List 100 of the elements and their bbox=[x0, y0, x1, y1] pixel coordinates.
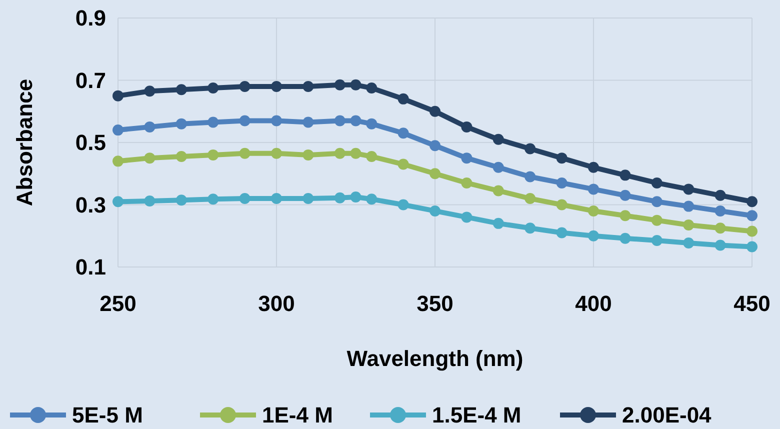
point bbox=[208, 116, 219, 128]
legend-label: 1.5E-4 M bbox=[432, 402, 522, 428]
point bbox=[176, 84, 187, 96]
point bbox=[461, 121, 472, 132]
point bbox=[746, 241, 758, 252]
point bbox=[334, 115, 346, 126]
y-tick-label: 0.3 bbox=[75, 192, 106, 218]
point bbox=[683, 219, 694, 230]
point bbox=[239, 80, 250, 92]
point bbox=[588, 230, 599, 242]
point bbox=[746, 210, 758, 222]
point bbox=[350, 79, 362, 90]
point bbox=[176, 194, 187, 206]
point bbox=[588, 162, 599, 173]
point bbox=[208, 82, 219, 94]
point bbox=[271, 193, 282, 204]
point bbox=[302, 116, 314, 128]
point bbox=[714, 205, 726, 216]
point bbox=[556, 199, 568, 210]
point bbox=[588, 205, 599, 216]
point bbox=[746, 226, 758, 237]
point bbox=[714, 240, 726, 251]
point bbox=[620, 210, 631, 222]
y-tick-label: 0.1 bbox=[75, 254, 106, 280]
legend-label: 2.00E-04 bbox=[622, 402, 712, 428]
point bbox=[112, 90, 124, 102]
point bbox=[112, 156, 124, 167]
point bbox=[492, 162, 504, 173]
point bbox=[144, 121, 156, 132]
y-tick-label: 0.7 bbox=[75, 68, 106, 93]
legend-label: 1E-4 M bbox=[262, 402, 333, 428]
point bbox=[588, 184, 599, 195]
point bbox=[398, 199, 409, 210]
point bbox=[620, 190, 631, 201]
point bbox=[620, 232, 631, 244]
point bbox=[239, 115, 250, 126]
legend-label: 5E-5 M bbox=[72, 402, 143, 428]
point bbox=[350, 191, 362, 202]
point bbox=[350, 148, 362, 159]
point bbox=[366, 194, 378, 205]
point bbox=[651, 177, 662, 188]
point bbox=[556, 227, 568, 238]
point bbox=[366, 151, 378, 162]
point bbox=[430, 140, 440, 152]
point bbox=[398, 158, 409, 170]
point bbox=[112, 196, 124, 208]
point bbox=[492, 134, 504, 145]
x-tick-label: 400 bbox=[575, 291, 612, 316]
point bbox=[524, 171, 536, 182]
point bbox=[683, 184, 694, 195]
point bbox=[461, 152, 472, 164]
point bbox=[239, 193, 250, 204]
x-axis-title: Wavelength (nm) bbox=[346, 346, 524, 371]
point bbox=[461, 177, 472, 188]
point bbox=[334, 79, 346, 90]
point bbox=[176, 151, 187, 162]
point bbox=[144, 86, 156, 97]
point bbox=[714, 190, 726, 201]
point bbox=[430, 205, 440, 216]
point bbox=[366, 82, 378, 94]
point bbox=[112, 124, 124, 136]
point bbox=[239, 148, 250, 159]
point bbox=[430, 168, 440, 180]
point bbox=[398, 128, 409, 139]
point bbox=[651, 235, 662, 246]
point bbox=[398, 93, 409, 104]
point bbox=[683, 238, 694, 249]
point bbox=[334, 148, 346, 159]
point bbox=[524, 143, 536, 154]
point bbox=[430, 106, 440, 117]
point bbox=[492, 185, 504, 196]
y-axis-title: Absorbance bbox=[12, 78, 37, 206]
point bbox=[461, 212, 472, 223]
point bbox=[144, 196, 156, 207]
point bbox=[350, 115, 362, 126]
point bbox=[524, 193, 536, 204]
point bbox=[746, 196, 758, 208]
point bbox=[302, 149, 314, 160]
point bbox=[208, 149, 219, 160]
point bbox=[524, 222, 536, 234]
y-tick-label: 0.5 bbox=[75, 130, 106, 156]
point bbox=[176, 118, 187, 130]
x-tick-label: 450 bbox=[734, 291, 770, 316]
point bbox=[302, 193, 314, 204]
point bbox=[302, 80, 314, 92]
x-tick-label: 250 bbox=[100, 291, 136, 316]
point bbox=[714, 222, 726, 234]
x-tick-label: 300 bbox=[258, 291, 295, 316]
point bbox=[271, 115, 282, 126]
point bbox=[556, 152, 568, 164]
x-tick-label: 350 bbox=[416, 291, 454, 316]
point bbox=[651, 196, 662, 208]
y-tick-label: 0.9 bbox=[75, 6, 106, 31]
point bbox=[334, 192, 346, 204]
point bbox=[144, 152, 156, 164]
point bbox=[208, 194, 219, 205]
point bbox=[492, 218, 504, 229]
point bbox=[271, 148, 282, 159]
point bbox=[366, 118, 378, 130]
point bbox=[620, 170, 631, 181]
